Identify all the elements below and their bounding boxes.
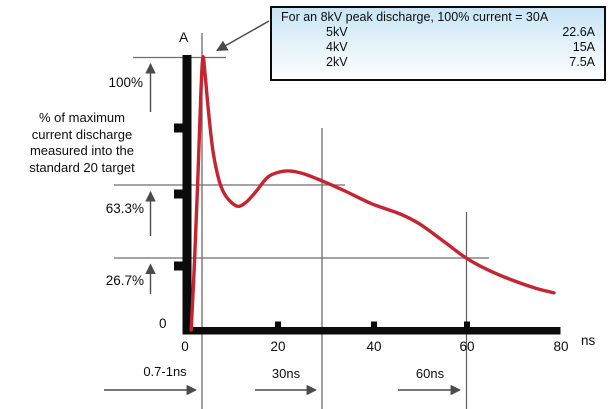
y-label-100pct: 100% [108, 75, 143, 90]
x-tick-60 [464, 321, 470, 327]
y-axis-unit-label: A [179, 29, 189, 45]
y-tick-3 [174, 261, 184, 271]
x-label-80: 80 [553, 339, 569, 354]
x-axis-unit-label: ns [581, 333, 596, 348]
amps-value: 22.6A [562, 25, 595, 39]
kv-label: 4kV [326, 40, 348, 54]
y-label-63pct: 63.3% [105, 201, 144, 216]
x-label-20: 20 [270, 339, 286, 354]
info-box-row-5kv: 5kV 22.6A [281, 25, 595, 40]
t30-label: 30ns [271, 366, 301, 381]
rise-time-label: 0.7-1ns [143, 364, 187, 379]
amps-value: 15A [572, 40, 595, 54]
y-tick-1 [174, 123, 184, 133]
info-box-row-4kv: 4kV 15A [281, 40, 595, 55]
y-origin-label: 0 [159, 316, 167, 331]
x-label-0: 0 [181, 339, 189, 354]
discharge-current-curve [189, 55, 556, 332]
x-axis [182, 327, 561, 335]
y-label-26pct: 26.7% [105, 273, 144, 288]
kv-label: 5kV [326, 25, 348, 39]
y-axis-description: % of maximum current discharge measured … [29, 110, 135, 175]
discharge-info-box: For an 8kV peak discharge, 100% current … [270, 6, 606, 81]
callout-arrow-peak [216, 20, 270, 52]
x-label-40: 40 [366, 339, 382, 354]
x-label-60: 60 [459, 339, 475, 354]
info-box-row-2kv: 2kV 7.5A [281, 55, 595, 70]
amps-value: 7.5A [569, 55, 595, 69]
x-tick-40 [371, 321, 377, 327]
t60-label: 60ns [415, 366, 445, 381]
x-tick-20 [275, 321, 281, 327]
info-box-title: For an 8kV peak discharge, 100% current … [281, 10, 549, 24]
kv-label: 2kV [326, 55, 348, 69]
y-tick-2 [174, 189, 184, 199]
y-axis [182, 55, 192, 334]
